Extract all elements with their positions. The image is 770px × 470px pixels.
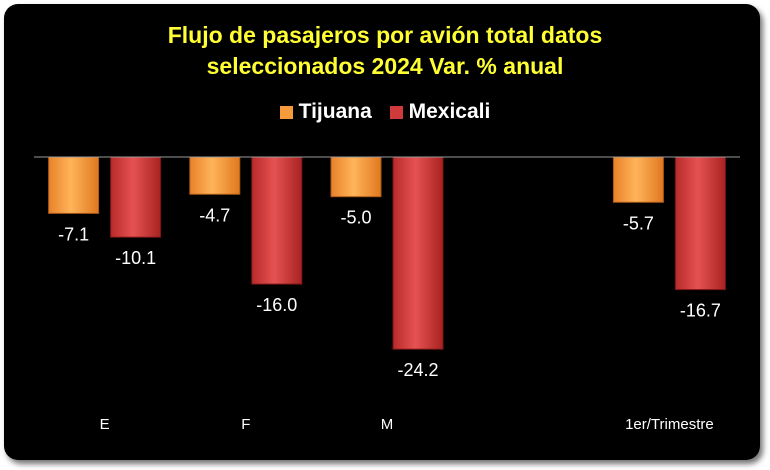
bar-mexicali-e xyxy=(110,156,162,238)
data-label-mexicali: -24.2 xyxy=(397,360,438,380)
bar-mexicali-1er-trimestre xyxy=(674,156,726,291)
chart-title-line-2: seleccionados 2024 Var. % anual xyxy=(206,53,564,79)
legend-swatch-tijuana xyxy=(279,106,293,120)
legend-swatch-mexicali xyxy=(389,106,403,120)
data-label-mexicali: -10.1 xyxy=(115,248,156,268)
bar-mexicali-m xyxy=(392,156,444,350)
legend-item-tijuana: Tijuana xyxy=(279,100,372,124)
data-label-mexicali: -16.7 xyxy=(680,301,721,321)
chart-legend: Tijuana Mexicali xyxy=(0,100,770,124)
legend-label-mexicali: Mexicali xyxy=(408,100,491,124)
bar-tijuana-m xyxy=(330,156,382,198)
chart-title: Flujo de pasajeros por avión total datos… xyxy=(0,20,770,82)
bar-tijuana-f xyxy=(189,156,241,195)
data-label-mexicali: -16.0 xyxy=(256,295,297,315)
category-labels-layer: E F M 1er/Trimestre xyxy=(100,416,714,433)
data-labels-layer: -7.1 -10.1 -4.7 -16.0 -5.0 -24.2 -5.7 -16.7 xyxy=(58,205,721,380)
legend-label-tijuana: Tijuana xyxy=(298,100,372,124)
category-label: M xyxy=(381,416,394,433)
legend-item-mexicali: Mexicali xyxy=(389,100,491,124)
data-label-tijuana: -5.0 xyxy=(340,208,371,228)
chart-title-line-1: Flujo de pasajeros por avión total datos xyxy=(167,22,603,48)
bar-tijuana-e xyxy=(48,156,100,214)
category-label: E xyxy=(100,416,110,433)
data-label-tijuana: -4.7 xyxy=(199,205,230,225)
bar-mexicali-f xyxy=(251,156,303,285)
category-label: F xyxy=(241,416,250,433)
data-label-tijuana: -5.7 xyxy=(623,213,654,233)
data-label-tijuana: -7.1 xyxy=(58,224,89,244)
bars-layer xyxy=(48,156,726,350)
bar-tijuana-1er-trimestre xyxy=(612,156,664,203)
category-label: 1er/Trimestre xyxy=(625,416,714,433)
